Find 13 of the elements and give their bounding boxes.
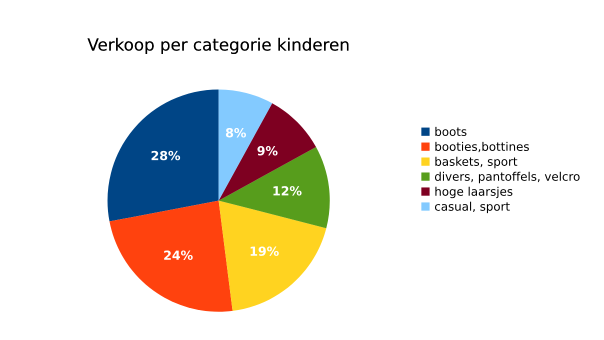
legend-label: boots xyxy=(435,126,466,136)
legend-label: casual, sport xyxy=(434,202,510,214)
data-label: 28% xyxy=(152,150,180,160)
data-label: 19% xyxy=(250,246,279,256)
legend-label: booties,bottines xyxy=(435,142,529,152)
data-label: 24% xyxy=(164,250,193,260)
legend-label: hoge laarsjes xyxy=(435,186,512,198)
legend-label: baskets, sport xyxy=(435,156,518,168)
chart-title: Verkoop per categorie kinderen xyxy=(88,38,348,54)
data-label: 9% xyxy=(257,146,278,156)
data-label: 8% xyxy=(226,128,246,138)
data-label: 12% xyxy=(273,186,302,196)
legend-label: divers, pantoffels, velcro xyxy=(434,172,580,184)
